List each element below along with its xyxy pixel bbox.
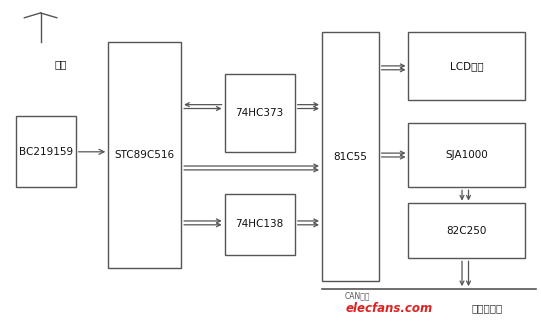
Bar	[225, 194, 295, 255]
Text: 81C55: 81C55	[333, 152, 367, 162]
Text: 天线: 天线	[54, 60, 67, 69]
Bar	[408, 203, 525, 258]
Bar	[322, 32, 379, 281]
Text: 74HC373: 74HC373	[235, 108, 284, 118]
Bar	[16, 116, 76, 187]
Text: 82C250: 82C250	[446, 226, 487, 236]
Bar	[108, 42, 181, 268]
Text: CAN总线: CAN总线	[344, 291, 370, 300]
Text: 电子发烧友: 电子发烧友	[471, 304, 503, 313]
Text: 74HC138: 74HC138	[235, 220, 284, 229]
Bar	[225, 74, 295, 152]
Text: STC89C516: STC89C516	[115, 150, 175, 160]
Text: SJA1000: SJA1000	[445, 150, 488, 160]
Text: BC219159: BC219159	[19, 147, 73, 157]
Bar	[408, 123, 525, 187]
Bar	[408, 32, 525, 100]
Text: elecfans.com: elecfans.com	[346, 302, 433, 315]
Text: LCD显示: LCD显示	[450, 61, 484, 71]
